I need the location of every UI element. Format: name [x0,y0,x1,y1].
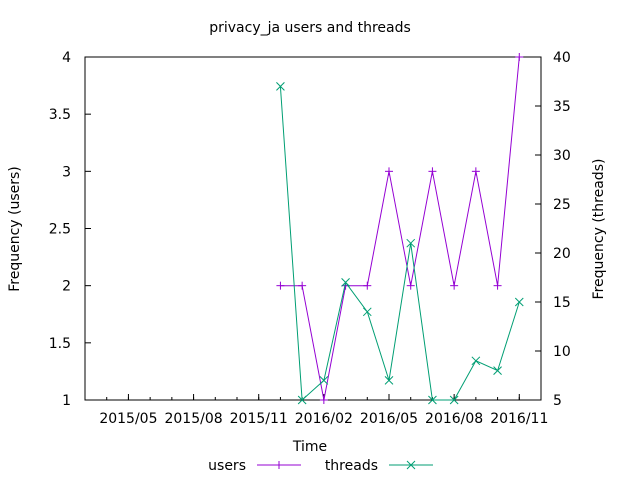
data-point-threads [449,395,459,405]
x-tick-label: 2016/11 [490,411,548,427]
series-layer [276,53,524,405]
y-left-tick-label: 2 [62,279,71,295]
y-axis-left-label: Frequency (users) [7,166,23,292]
y-axis-right: 5 10 15 20 25 30 35 40 [535,50,571,409]
y-left-tick-label: 2.5 [49,222,71,238]
data-point-threads [406,238,416,248]
y-left-tick-label: 1 [62,393,71,409]
data-point-users [493,281,502,290]
data-point-users [385,167,393,176]
x-tick-label: 2016/02 [295,411,353,427]
data-point-threads [471,356,481,366]
y-axis-left: 1 1.5 2 2.5 3 3.5 4 [49,50,91,409]
data-point-users [298,281,307,290]
data-point-threads [341,278,350,287]
y-axis-right-label: Frequency (threads) [591,159,607,300]
data-point-users [276,281,285,290]
data-point-threads [384,376,394,385]
data-point-threads [493,366,502,375]
y-right-tick-label: 30 [553,148,571,164]
x-tick-label: 2015/08 [164,411,222,427]
y-right-tick-label: 15 [553,295,571,311]
data-point-threads [514,297,524,307]
legend-label-users: users [208,458,246,474]
data-point-users [515,53,524,61]
x-tick-label: 2016/08 [425,411,483,427]
data-point-users [363,281,372,290]
x-tick-label: 2015/11 [230,411,288,427]
series-line-threads [279,86,520,402]
y-right-tick-label: 35 [553,99,571,115]
data-point-users [471,167,480,176]
data-point-threads [319,376,329,385]
legend-marker-users [275,461,283,469]
data-point-threads [428,395,437,405]
series-line-users [280,56,520,401]
legend: users threads [208,458,433,474]
y-right-tick-label: 40 [553,50,571,66]
y-left-tick-label: 1.5 [49,336,71,352]
data-point-threads [362,307,372,317]
data-point-users [428,167,437,176]
x-tick-label: 2015/05 [99,411,157,427]
y-right-tick-label: 20 [553,246,571,262]
x-axis: 2015/05 2015/08 2015/11 2016/02 2016/05 2016/… [99,394,548,427]
legend-label-threads: threads [325,458,378,474]
y-left-tick-label: 3 [62,164,71,180]
y-right-tick-label: 25 [553,197,571,213]
x-axis-label: Time [292,439,327,455]
legend-marker-threads [406,460,416,470]
y-right-tick-label: 5 [553,393,562,409]
x-tick-label: 2016/05 [360,411,418,427]
y-left-tick-label: 4 [62,50,71,66]
chart-title: privacy_ja users and threads [209,20,411,36]
data-point-threads [276,82,285,91]
y-right-tick-label: 10 [553,344,571,360]
data-point-users [406,281,415,290]
data-point-users [450,281,459,290]
plot-frame [84,56,542,401]
data-point-users [319,396,328,404]
data-point-threads [297,395,307,405]
y-left-tick-label: 3.5 [49,107,71,123]
